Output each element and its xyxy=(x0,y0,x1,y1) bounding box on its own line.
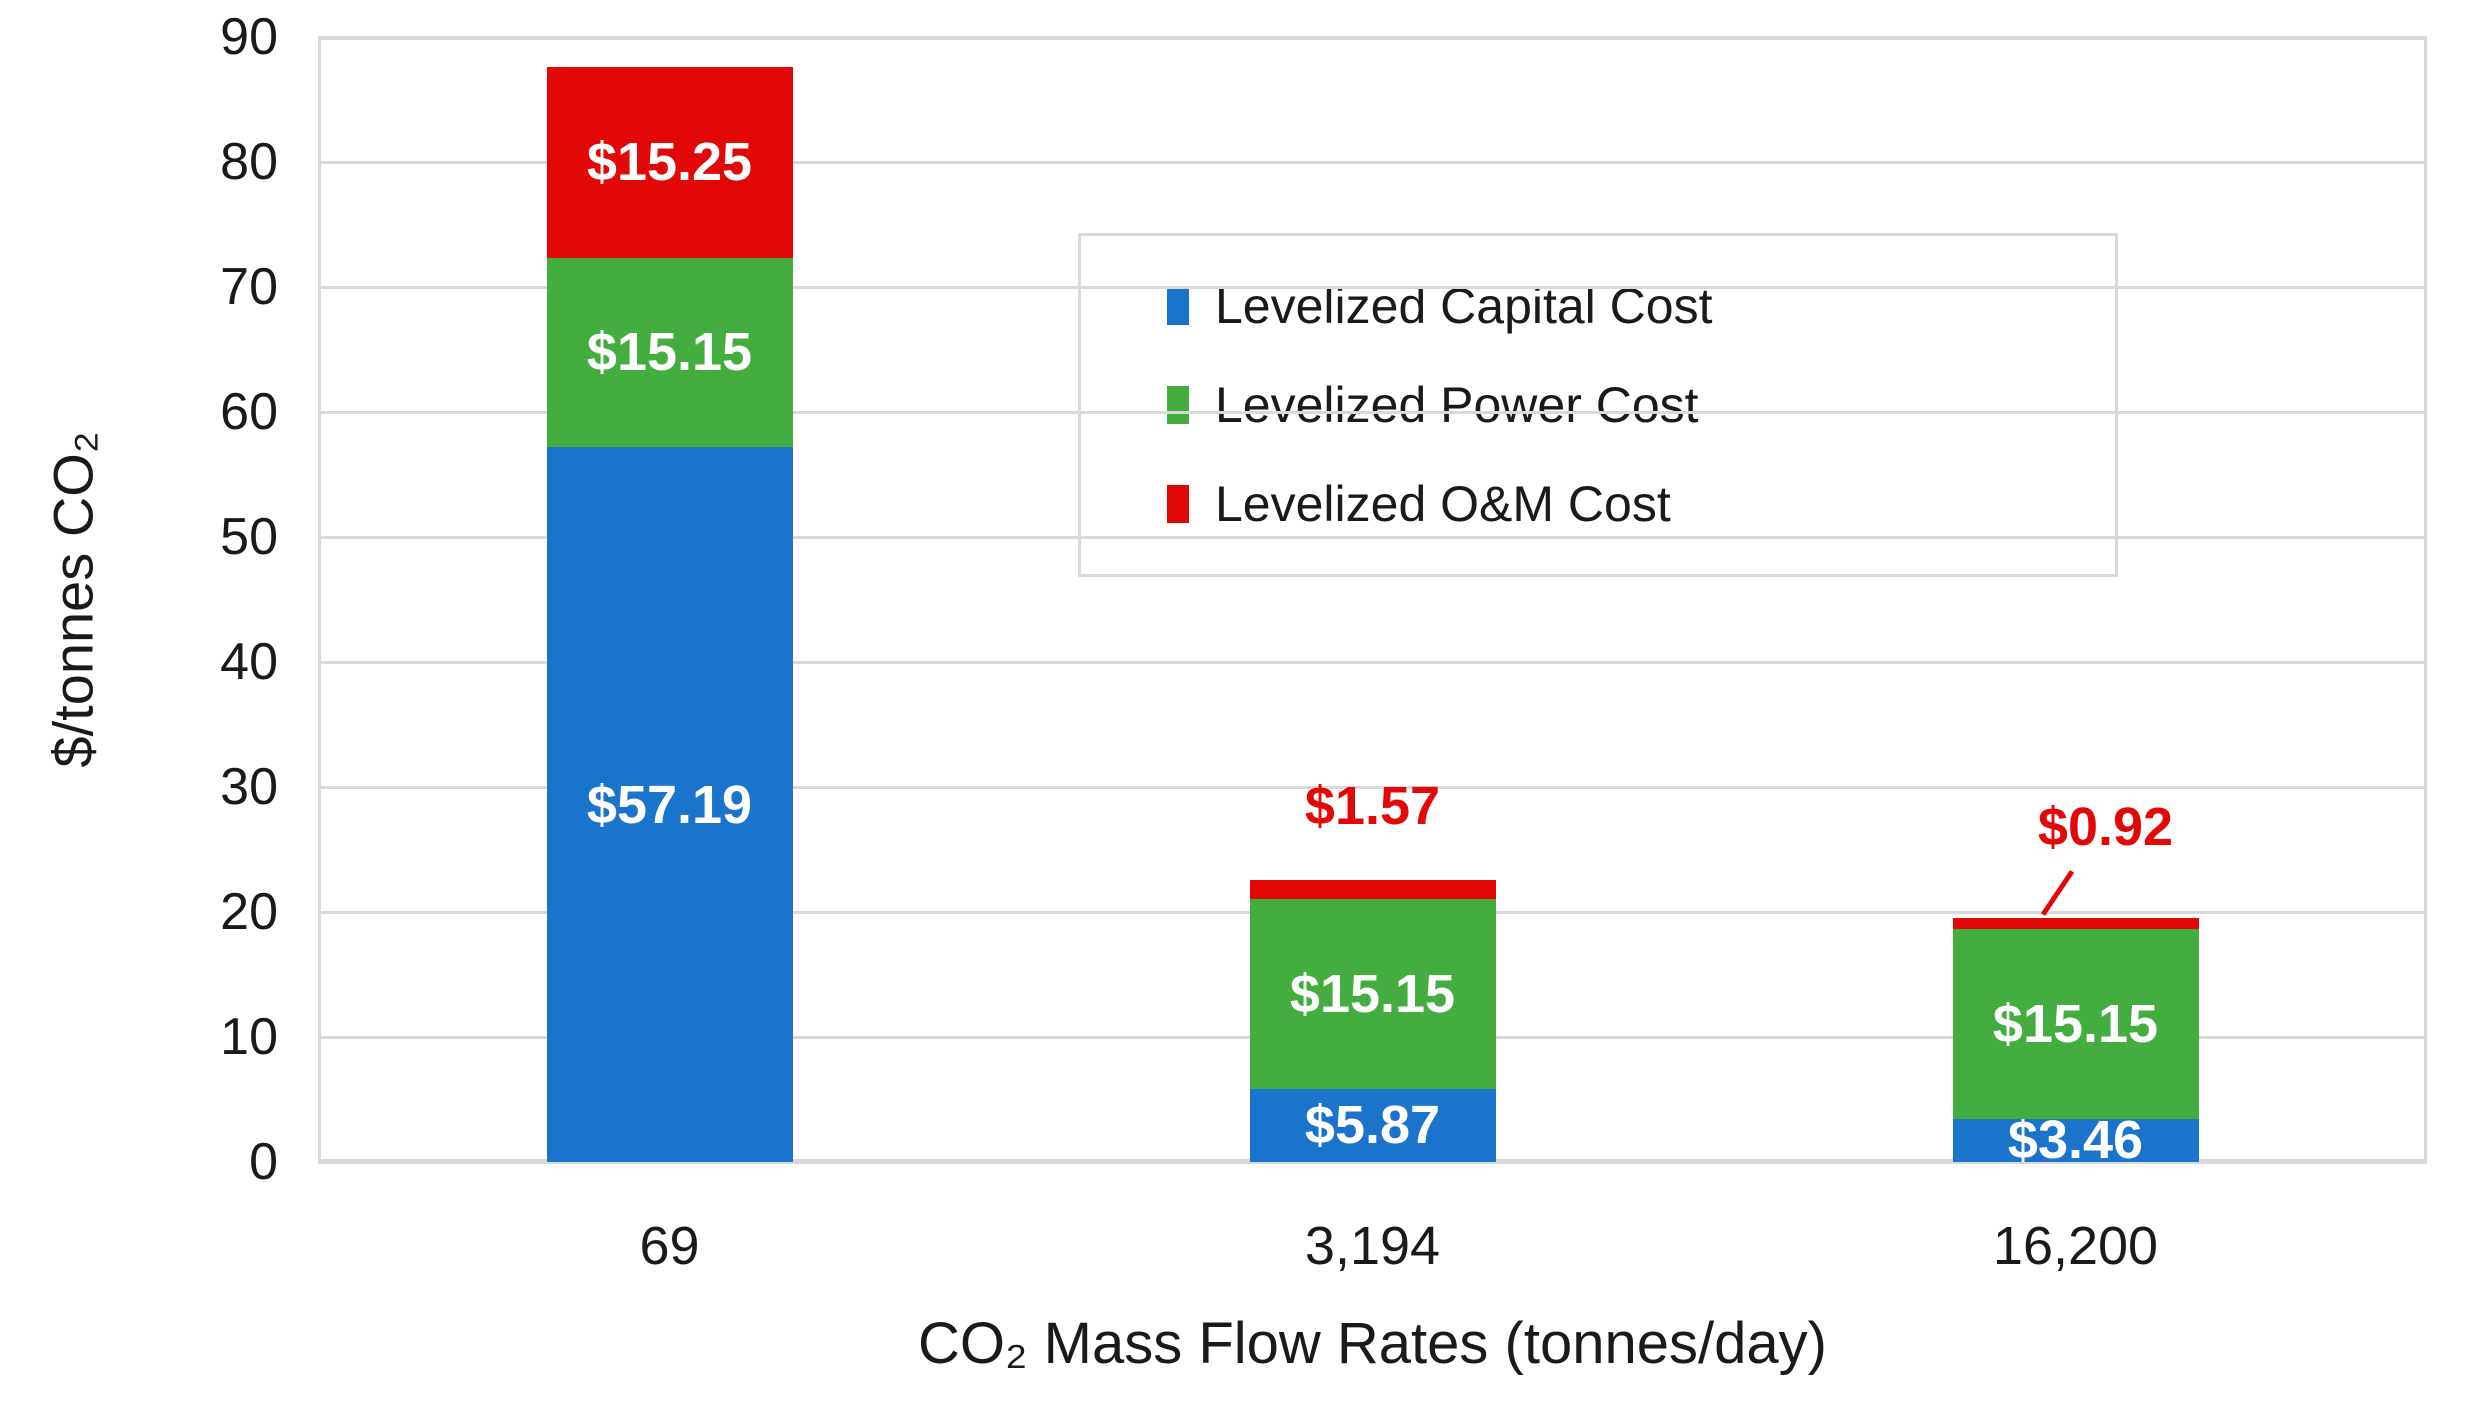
y-tick-label: 30 xyxy=(220,758,278,816)
bar-value-label-outside: $0.92 xyxy=(2037,796,2174,857)
legend-color-swatch-icon xyxy=(1167,386,1189,424)
bar-value-label: $15.15 xyxy=(1289,963,1456,1024)
bar-segment-om xyxy=(1952,917,2199,930)
bar-value-label: $57.19 xyxy=(586,774,753,835)
gridline xyxy=(318,285,2427,289)
legend-item: Levelized Power Cost xyxy=(1167,376,2115,434)
legend-color-swatch-icon xyxy=(1167,287,1189,325)
gridline xyxy=(318,660,2427,664)
gridline xyxy=(318,35,2427,39)
bar-segment-power: $15.15 xyxy=(1249,899,1496,1089)
bar-value-label: $3.46 xyxy=(2007,1110,2144,1171)
bar-value-label: $15.15 xyxy=(1992,994,2159,1055)
bar-segment-capital: $3.46 xyxy=(1952,1110,2199,1170)
bar-value-label-outside: $1.57 xyxy=(1304,775,1441,836)
x-axis-title: CO₂ Mass Flow Rates (tonnes/day) xyxy=(918,1311,1827,1376)
gridline xyxy=(318,160,2427,164)
bar-segment-capital: $57.19 xyxy=(546,447,793,1162)
y-axis-title: $/tonnes CO₂ xyxy=(41,431,105,768)
y-tick-label: 0 xyxy=(249,1133,278,1191)
gridline xyxy=(318,1160,2427,1164)
gridline xyxy=(318,410,2427,414)
x-tick-label: 3,194 xyxy=(1304,1216,1441,1276)
y-tick-label: 10 xyxy=(220,1008,278,1066)
y-tick-label: 70 xyxy=(220,258,278,316)
y-tick-label: 50 xyxy=(220,508,278,566)
legend-color-swatch-icon xyxy=(1167,485,1189,523)
gridline xyxy=(318,785,2427,789)
y-tick-label: 20 xyxy=(220,883,278,941)
legend-item: Levelized O&M Cost xyxy=(1167,475,2115,533)
legend: Levelized Capital Cost Levelized Power Co… xyxy=(1078,233,2118,577)
y-tick-label: 80 xyxy=(220,133,278,191)
bar-value-label: $15.25 xyxy=(586,132,753,193)
legend-item-label: Levelized Power Cost xyxy=(1215,377,1699,433)
bar-segment-capital: $5.87 xyxy=(1249,1088,1496,1162)
bar-segment-power: $15.15 xyxy=(546,257,793,448)
bar-segment-om xyxy=(1249,879,1496,900)
x-tick-label: 69 xyxy=(639,1216,700,1276)
bar-segment-power: $15.15 xyxy=(1952,929,2199,1119)
y-tick-label: 40 xyxy=(220,633,278,691)
y-tick-label: 90 xyxy=(220,8,278,66)
gridline xyxy=(318,535,2427,539)
y-axis-title-area: $/tonnes CO₂ xyxy=(8,37,138,1162)
x-tick-label: 16,200 xyxy=(1992,1216,2159,1276)
bar-segment-om: $15.25 xyxy=(546,67,793,258)
legend-item-label: Levelized O&M Cost xyxy=(1215,476,1671,532)
y-tick-label: 60 xyxy=(220,383,278,441)
bar-value-label: $15.15 xyxy=(586,322,753,383)
bar-value-label: $5.87 xyxy=(1304,1095,1441,1156)
